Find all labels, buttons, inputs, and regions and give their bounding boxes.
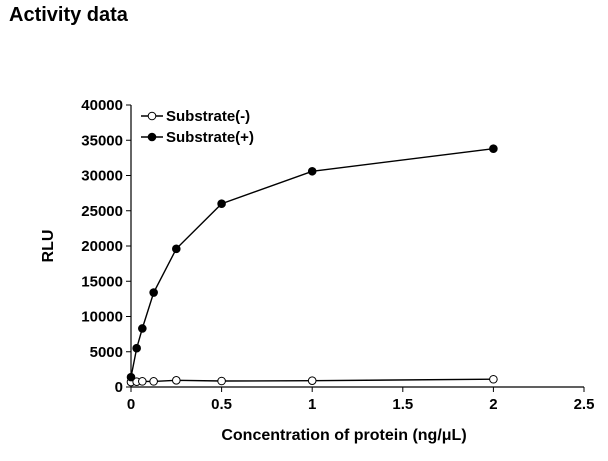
series-1-point <box>217 376 226 386</box>
x-tick-label: 2.5 <box>574 396 595 413</box>
y-tick-label: 40000 <box>81 97 123 114</box>
series-1-point <box>307 376 317 385</box>
chart-legend: Substrate(-) Substrate(+) <box>141 108 254 146</box>
series-1-point <box>149 377 158 386</box>
legend-label: Substrate(+) <box>166 129 254 146</box>
series-2-point <box>489 144 498 154</box>
y-tick-label: 30000 <box>81 168 123 185</box>
x-axis-ticks: 0 0.5 1 1.5 2 2.5 <box>127 387 595 413</box>
y-axis-ticks: 0 5000 10000 15000 20000 25000 30000 35000 40000 <box>81 97 131 396</box>
y-tick-label: 20000 <box>81 238 123 255</box>
series-2-point <box>217 199 226 208</box>
y-axis-label: RLU <box>40 230 57 263</box>
series-2-line <box>130 148 494 378</box>
y-tick-label: 0 <box>115 379 123 396</box>
series-1-point <box>172 376 181 385</box>
x-tick-label: 1 <box>308 396 316 413</box>
chart-series <box>126 144 498 387</box>
x-axis-label: Concentration of protein (ng/μL) <box>221 427 466 444</box>
x-tick-label: 1.5 <box>392 396 413 413</box>
series-1-point <box>138 377 147 386</box>
page-title: Activity data <box>9 4 128 26</box>
chart-axes <box>130 105 584 388</box>
series-2-point <box>172 244 181 254</box>
y-tick-label: 10000 <box>81 309 123 326</box>
series-2-point <box>149 288 158 297</box>
series-1-point <box>489 374 498 384</box>
legend-marker <box>147 111 157 121</box>
y-tick-label: 5000 <box>90 344 123 361</box>
x-tick-label: 0.5 <box>211 396 232 413</box>
legend-marker <box>147 132 157 142</box>
x-tick-label: 0 <box>127 396 135 413</box>
y-tick-label: 15000 <box>81 273 123 290</box>
series-2-point <box>138 324 147 333</box>
x-tick-label: 2 <box>489 396 497 413</box>
legend-label: Substrate(-) <box>166 108 250 125</box>
y-tick-label: 35000 <box>81 132 123 149</box>
series-2-point <box>126 372 136 382</box>
series-2-point <box>307 166 317 176</box>
y-tick-label: 25000 <box>81 203 123 220</box>
series-2-point <box>132 343 141 353</box>
